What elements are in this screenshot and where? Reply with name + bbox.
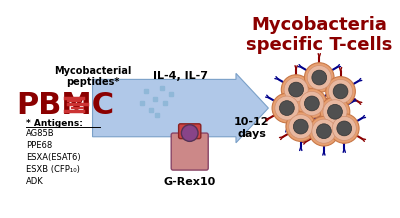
Circle shape (312, 70, 327, 85)
Text: PPE68: PPE68 (26, 141, 52, 150)
FancyBboxPatch shape (179, 124, 201, 139)
Text: AG85B: AG85B (26, 129, 54, 138)
Circle shape (323, 100, 347, 124)
Circle shape (293, 119, 308, 134)
Circle shape (328, 104, 342, 119)
Circle shape (300, 91, 324, 116)
FancyBboxPatch shape (171, 133, 208, 170)
Circle shape (304, 63, 334, 92)
Text: Mycobacterial
peptides*: Mycobacterial peptides* (54, 65, 131, 87)
Text: ADK: ADK (26, 177, 44, 186)
Text: IL-4, IL-7: IL-4, IL-7 (153, 71, 208, 81)
Circle shape (328, 79, 352, 104)
Circle shape (326, 77, 355, 106)
Circle shape (286, 112, 316, 141)
Circle shape (307, 65, 331, 90)
Circle shape (275, 96, 299, 120)
Circle shape (280, 101, 294, 116)
Circle shape (281, 75, 311, 104)
Circle shape (297, 89, 327, 118)
Text: ESXA(ESAT6): ESXA(ESAT6) (26, 153, 80, 162)
Text: ESXB (CFP₁₀): ESXB (CFP₁₀) (26, 165, 80, 174)
Circle shape (337, 121, 352, 136)
Circle shape (330, 114, 359, 143)
Circle shape (333, 84, 348, 99)
Circle shape (320, 97, 350, 127)
Circle shape (284, 78, 308, 102)
Circle shape (289, 82, 304, 97)
FancyArrow shape (92, 73, 268, 143)
Text: G-Rex10: G-Rex10 (164, 177, 216, 187)
Circle shape (304, 96, 319, 111)
Circle shape (181, 125, 198, 141)
Circle shape (309, 116, 339, 146)
Circle shape (312, 119, 336, 143)
Text: 10-12
days: 10-12 days (234, 117, 270, 139)
Text: Mycobacteria
specific T-cells: Mycobacteria specific T-cells (246, 15, 392, 54)
Circle shape (316, 124, 331, 139)
Text: PBMC: PBMC (17, 91, 115, 120)
Text: * Antigens:: * Antigens: (26, 119, 83, 128)
Circle shape (332, 116, 356, 140)
Circle shape (289, 114, 313, 139)
Circle shape (272, 93, 302, 123)
